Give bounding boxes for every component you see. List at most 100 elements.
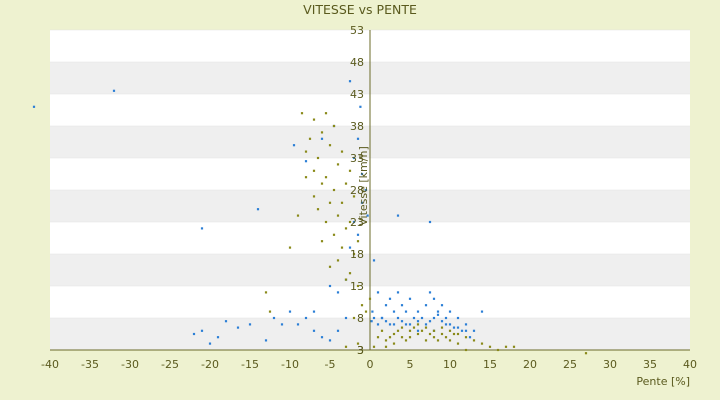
data-point [400,304,404,307]
data-point [32,105,36,108]
data-point [352,195,356,198]
data-point [432,329,436,332]
data-point [112,89,116,92]
data-points [32,80,588,355]
data-point [336,291,340,294]
data-point [352,220,356,224]
data-point [584,352,588,355]
data-point [340,246,344,249]
x-tick-label: 35 [643,358,657,371]
data-point [348,80,352,83]
data-point [440,326,444,329]
data-point [328,265,332,268]
data-point [312,195,316,198]
data-point [392,342,396,345]
data-point [192,332,196,336]
data-point [304,160,308,163]
data-point [336,259,340,262]
data-point [400,320,404,323]
data-point [432,316,436,320]
data-point [512,345,516,348]
data-point [388,323,392,326]
data-point [424,339,428,342]
y-axis-label: Vitesse [km/h] [357,146,370,226]
data-point [352,316,356,320]
data-point [404,339,408,342]
y-tick-label: 48 [350,56,364,69]
data-point [412,326,416,329]
x-tick-label: -25 [161,358,179,371]
data-point [444,336,448,339]
y-tick-label: 43 [350,88,364,101]
data-point [448,310,452,313]
data-point [308,137,312,140]
x-tick-label: 10 [443,358,457,371]
data-point [408,297,412,300]
data-point [460,329,464,332]
x-tick-label: 20 [523,358,537,371]
x-tick-label: -35 [81,358,99,371]
data-point [344,278,348,281]
data-point [200,329,204,332]
data-point [371,310,374,313]
data-point [200,227,204,230]
data-point [292,144,296,147]
data-point [444,316,448,320]
data-point [416,323,420,326]
data-point [468,336,472,339]
x-tick-labels: -40 -35 -30 -25 -20 -15 -10 -5 0 5 10 15 20 25 30 35 40 [41,358,697,371]
data-point [324,220,328,224]
data-point [472,339,476,342]
data-point [304,150,308,153]
data-point [360,172,364,176]
x-tick-label: -30 [121,358,139,371]
data-point [344,345,348,348]
data-point [488,345,492,348]
data-point [408,323,412,326]
data-point [348,272,352,275]
data-point [392,310,396,313]
data-point [316,208,320,211]
data-point [312,118,316,121]
data-point [344,182,348,185]
data-point [428,320,432,323]
data-point [504,345,508,348]
data-point [472,329,476,332]
data-point [448,329,452,332]
data-point [366,214,369,217]
data-point [440,304,444,307]
data-point [300,112,304,115]
data-point [332,233,336,236]
data-point [336,329,340,332]
data-point [256,208,260,211]
chart-title: VITESSE vs PENTE [303,2,417,17]
data-point [436,339,440,342]
data-point [408,329,412,332]
data-point [356,342,360,345]
data-point [456,316,460,320]
data-point [416,320,420,323]
data-point [328,339,332,342]
data-point [370,320,373,323]
x-tick-label: -40 [41,358,59,371]
data-point [396,329,400,332]
data-point [396,214,400,217]
data-point [436,310,440,313]
data-point [400,326,404,329]
data-point [316,156,320,160]
data-point [264,291,268,294]
x-tick-label: -5 [325,358,336,371]
data-point [216,336,220,339]
data-point [432,297,436,300]
data-point [248,323,252,326]
x-tick-label: 30 [603,358,617,371]
data-point [372,345,376,348]
data-point [264,339,268,342]
data-point [364,310,368,313]
data-point [384,345,388,348]
data-point [380,329,384,332]
data-point [340,150,344,153]
data-point [440,332,444,336]
